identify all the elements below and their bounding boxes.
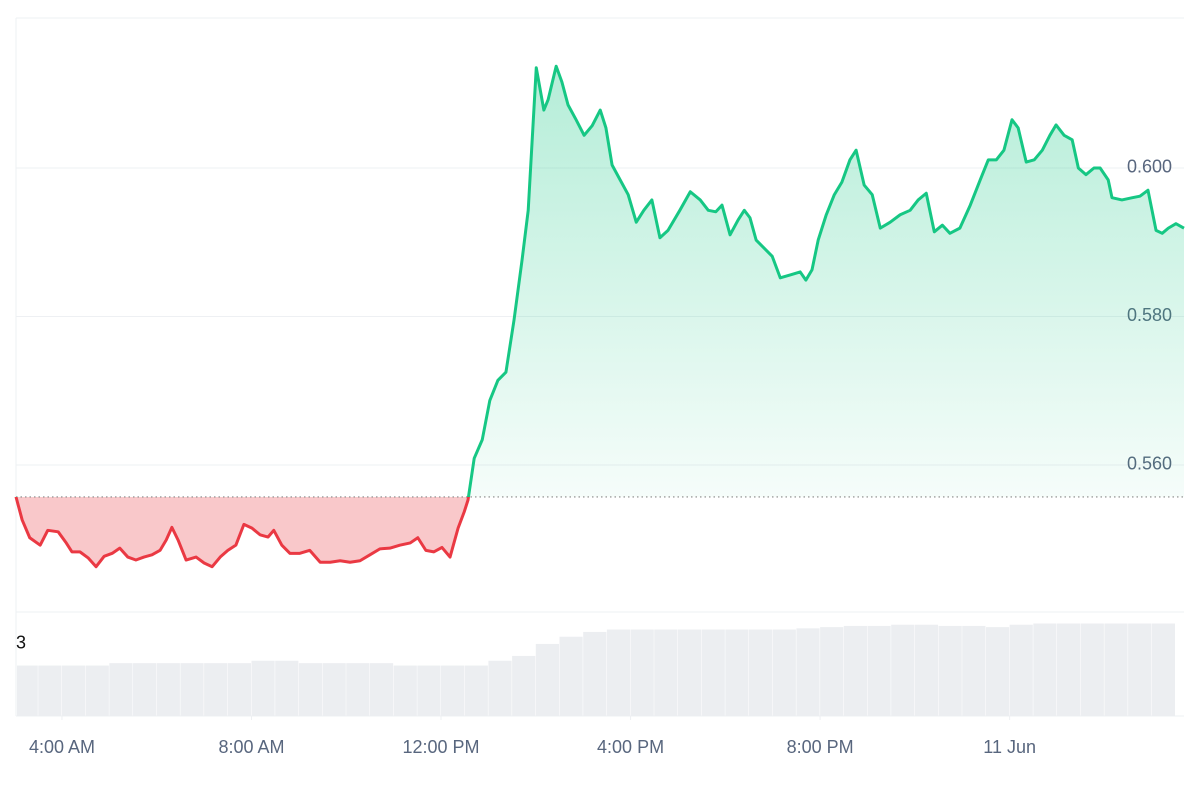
x-tick-label: 8:00 PM	[787, 737, 854, 757]
volume-bar	[369, 663, 394, 716]
volume-bar	[275, 660, 299, 716]
volume-bar	[346, 663, 370, 716]
volume-bar	[1104, 623, 1128, 716]
x-tick-label: 8:00 AM	[218, 737, 284, 757]
volume-bar	[488, 660, 512, 716]
y-tick-label: 0.600	[1127, 157, 1172, 177]
volume-bar	[512, 655, 536, 716]
volume-bar	[322, 663, 346, 716]
x-tick-label: 4:00 AM	[29, 737, 95, 757]
x-tick-label: 11 Jun	[983, 737, 1036, 757]
volume-bar	[867, 625, 891, 716]
volume-bar	[654, 629, 678, 716]
volume-bar	[85, 665, 109, 716]
volume-bar	[701, 629, 725, 716]
volume-bar	[180, 663, 204, 716]
volume-bar	[559, 636, 583, 716]
volume-bar	[464, 665, 488, 716]
volume-bar	[156, 663, 180, 716]
volume-bar	[17, 665, 38, 716]
volume-bar	[1009, 624, 1033, 716]
volume-bar	[38, 665, 62, 716]
volume-bar	[749, 629, 773, 716]
volume-tick-label: 3	[16, 633, 26, 653]
volume-bar	[583, 631, 607, 716]
x-tick-label: 12:00 PM	[403, 737, 480, 757]
price-line	[14, 64, 1185, 569]
area	[16, 66, 1184, 567]
volume-bar	[61, 665, 86, 716]
volume-bar	[1057, 623, 1081, 716]
volume-bar	[109, 663, 133, 716]
volume-bar	[677, 629, 702, 716]
volume-bar	[1033, 623, 1057, 716]
volume-bar	[843, 625, 867, 716]
volume-bar	[606, 629, 631, 716]
volume-bar	[204, 663, 228, 716]
volume-bar	[891, 624, 915, 716]
volume-bar	[298, 663, 323, 716]
volume-bar	[962, 625, 986, 716]
volume-bar	[985, 627, 1010, 716]
volume-bar	[772, 629, 796, 716]
volume-bar	[938, 625, 962, 716]
volume-bar	[725, 629, 749, 716]
volume-bar	[1080, 623, 1104, 716]
volume-bar	[535, 643, 559, 716]
volume-bar	[1151, 623, 1175, 716]
volume-bar	[1128, 623, 1152, 716]
volume-bar	[417, 665, 441, 716]
volume-bar	[441, 665, 465, 716]
volume-bar	[914, 624, 939, 716]
volume-bar	[133, 663, 157, 716]
volume-bar	[227, 663, 251, 716]
volume-bar	[251, 660, 275, 716]
volume-bar	[796, 628, 820, 716]
volume-bar	[630, 629, 654, 716]
volume-bar	[820, 627, 844, 716]
x-tick-label: 4:00 PM	[597, 737, 664, 757]
volume-bar	[393, 665, 417, 716]
